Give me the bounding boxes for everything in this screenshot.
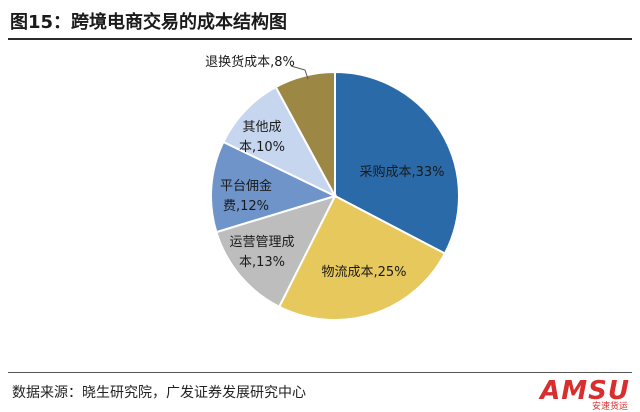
slice-label: 其他成本,10% [239,120,285,155]
pie-slice [222,85,338,199]
title-rule [8,38,632,40]
pie-slice [334,70,460,255]
watermark-logo: AMSU [540,376,630,406]
pie-chart: 采购成本,33% 物流成本,25% 运营管理成本,13% 平台佣金费,12% 其他成本,… [205,54,460,321]
leader-line [290,65,309,80]
watermark-subtext: 安速货运 [591,402,628,412]
slice-label: 物流成本,25% [321,265,406,280]
slice-label: 采购成本,33% [359,164,444,180]
chart-title: 图15：跨境电商交易的成本结构图 [10,12,288,33]
source-note: 数据来源：晓生研究院，广发证券发展研究中心 [12,385,306,401]
slice-label: 平台佣金费,12% [220,178,272,214]
source-rule [8,372,632,373]
pie-slice [277,194,447,321]
slice-label: 运营管理成本,13% [229,235,294,270]
pie-slice [209,140,338,234]
slice-label: 退换货成本,8% [205,54,295,70]
pie-slice [274,70,336,197]
